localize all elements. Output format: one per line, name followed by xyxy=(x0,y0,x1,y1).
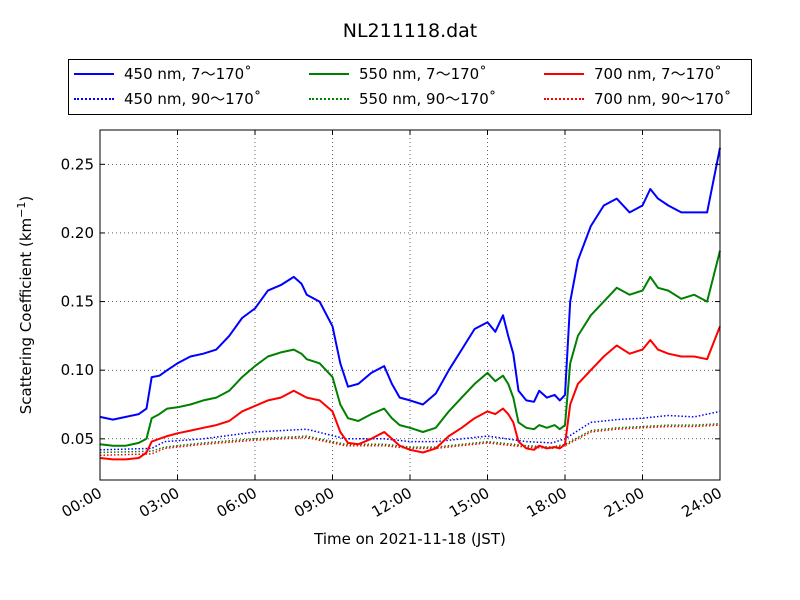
legend-label: 450 nm, 90～170˚ xyxy=(124,90,262,108)
y-tick-label: 0.10 xyxy=(61,361,94,379)
legend-swatch xyxy=(309,98,349,100)
y-axis-label: Scattering Coefficient (km−1) xyxy=(15,196,35,415)
series-line xyxy=(99,424,721,457)
legend-label: 700 nm, 90～170˚ xyxy=(594,90,732,108)
series-line xyxy=(99,147,721,421)
y-tick-label: 0.25 xyxy=(61,155,94,173)
y-axis: 0.05 0.10 0.15 0.20 0.25 xyxy=(61,155,720,448)
series-line xyxy=(99,325,721,461)
legend-label: 700 nm, 7～170˚ xyxy=(594,65,722,83)
legend-label: 450 nm, 7～170˚ xyxy=(124,65,252,83)
x-axis-label: Time on 2021-11-18 (JST) xyxy=(313,530,506,548)
legend-swatch xyxy=(74,98,114,100)
legend-swatch xyxy=(544,98,584,100)
x-tick-label: 21:00 xyxy=(601,484,647,521)
x-tick-label: 03:00 xyxy=(136,484,182,521)
series-line xyxy=(99,422,721,454)
series-line xyxy=(99,410,721,451)
chart-title: NL211118.dat xyxy=(343,20,478,42)
x-tick-label: 09:00 xyxy=(291,484,337,521)
plot-area xyxy=(100,130,720,480)
legend: 450 nm, 7～170˚ 450 nm, 90～170˚ 550 nm, 7… xyxy=(68,59,752,115)
x-tick-label: 06:00 xyxy=(214,484,260,521)
legend-swatch xyxy=(309,73,349,75)
x-tick-label: 24:00 xyxy=(679,484,725,521)
x-tick-label: 18:00 xyxy=(524,484,570,521)
legend-label: 550 nm, 90～170˚ xyxy=(359,90,497,108)
x-tick-label: 15:00 xyxy=(446,484,492,521)
series-group xyxy=(99,147,721,461)
legend-swatch xyxy=(74,73,114,75)
y-tick-label: 0.15 xyxy=(61,293,94,311)
legend-label: 550 nm, 7～170˚ xyxy=(359,65,487,83)
x-tick-label: 00:00 xyxy=(59,484,105,521)
y-tick-label: 0.20 xyxy=(61,224,94,242)
legend-swatch xyxy=(544,73,584,75)
x-tick-label: 12:00 xyxy=(369,484,415,521)
series-line xyxy=(99,250,721,447)
y-tick-label: 0.05 xyxy=(61,430,94,448)
grid xyxy=(99,130,721,480)
